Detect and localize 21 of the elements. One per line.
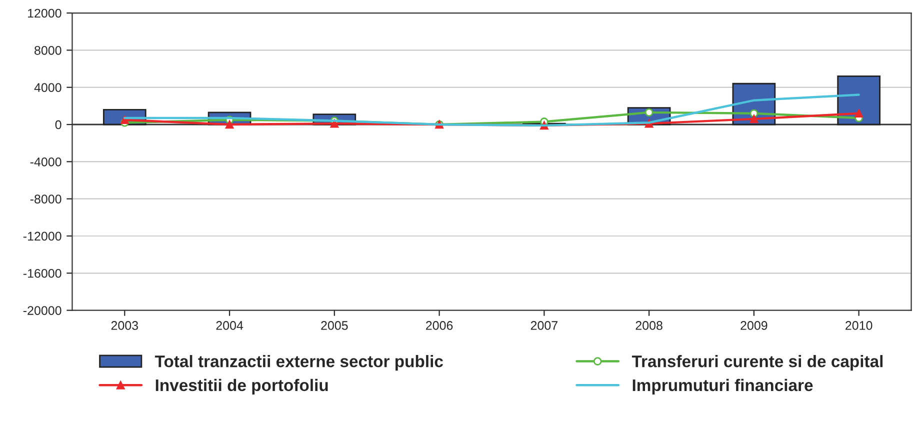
y-tick-label: -16000: [23, 268, 62, 278]
y-tick-label: -12000: [23, 232, 62, 241]
y-tick-label: 4000: [34, 83, 62, 92]
x-tick-label: 2004: [216, 321, 244, 330]
x-tick-label: 2010: [846, 321, 872, 330]
legend-label: Imprumuturi financiare: [632, 378, 813, 394]
legend-label: Total tranzactii externe sector public: [154, 355, 443, 371]
y-tick-label: 8000: [34, 46, 62, 55]
x-tick-label: 2006: [426, 321, 453, 330]
y-tick-label: 0: [55, 120, 62, 130]
y-tick-label: 12000: [28, 8, 62, 18]
x-tick-label: 2007: [530, 321, 558, 330]
x-tick-label: 2008: [636, 321, 662, 330]
y-tick-label: -4000: [30, 157, 62, 166]
x-tick-label: 2003: [111, 321, 138, 330]
x-tick-label: 2005: [321, 321, 348, 330]
legend-label: Investitii de portofoliu: [156, 378, 328, 394]
legend-label: Transferuri curente si de capital: [632, 355, 883, 371]
y-tick-label: -8000: [30, 194, 62, 204]
x-tick-label: 2009: [740, 321, 768, 330]
y-tick-label: -20000: [23, 306, 62, 315]
